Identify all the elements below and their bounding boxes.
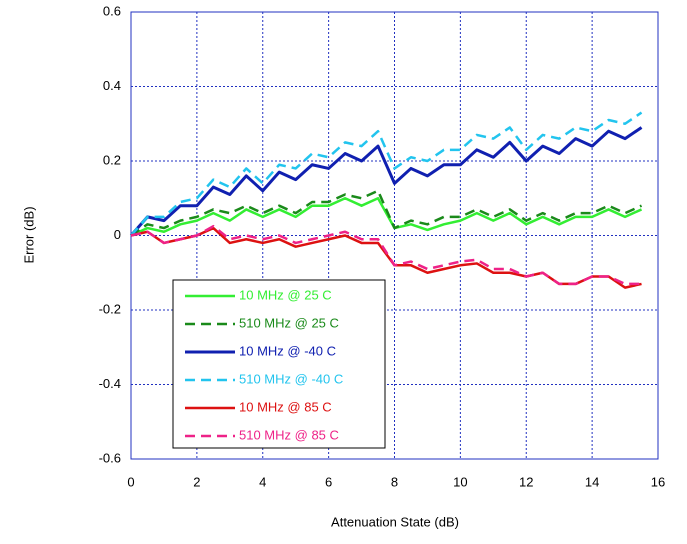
series-line (130, 197, 643, 237)
y-tick-label: -0.2 (99, 301, 121, 316)
x-tick-label: 8 (391, 474, 398, 489)
x-tick-label: 4 (259, 474, 266, 489)
series-line (130, 189, 643, 237)
x-tick-label: 12 (519, 474, 533, 489)
series-line (129, 126, 643, 237)
y-tick-label: -0.4 (99, 376, 121, 391)
y-tick-label: 0.2 (103, 152, 121, 167)
x-tick-label: 14 (585, 474, 599, 489)
legend-label: 10 MHz @ -40 C (239, 343, 336, 358)
y-tick-label: 0.6 (103, 3, 121, 18)
x-tick-label: 0 (127, 474, 134, 489)
x-axis-label: Attenuation State (dB) (331, 514, 459, 529)
series-line (130, 224, 642, 286)
x-tick-label: 2 (193, 474, 200, 489)
series-line (130, 226, 642, 289)
y-tick-label: 0.4 (103, 78, 121, 93)
legend-label: 510 MHz @ 25 C (239, 315, 339, 330)
x-tick-label: 16 (651, 474, 665, 489)
y-tick-label: -0.6 (99, 450, 121, 465)
y-axis-label: Error (dB) (21, 206, 36, 263)
x-tick-label: 10 (453, 474, 467, 489)
legend-label: 10 MHz @ 25 C (239, 287, 332, 302)
legend-label: 510 MHz @ 85 C (239, 427, 339, 442)
legend-box (172, 279, 386, 449)
legend-label: 510 MHz @ -40 C (239, 371, 343, 386)
legend-label: 10 MHz @ 85 C (239, 399, 332, 414)
y-tick-label: 0 (114, 227, 121, 242)
series-line (130, 111, 643, 237)
x-tick-label: 6 (325, 474, 332, 489)
